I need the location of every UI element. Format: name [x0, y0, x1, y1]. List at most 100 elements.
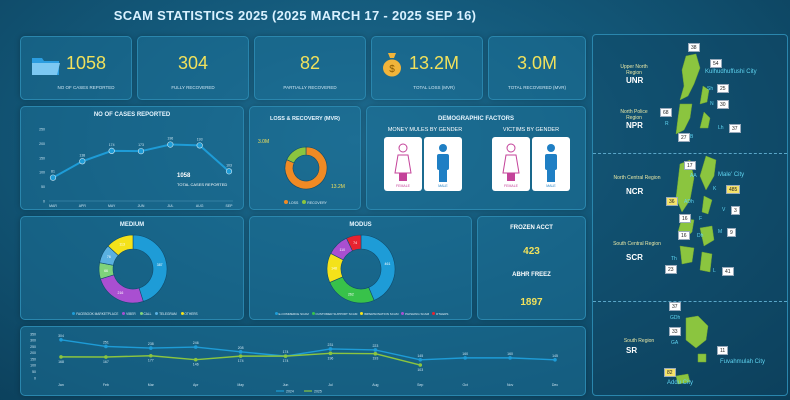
demographic-panel: DEMOGRAPHIC FACTORS MONEY MULES BY GENDE… [366, 106, 586, 210]
legend-label-2024: 2024 [286, 389, 294, 393]
region-label-sr: South Region [623, 338, 655, 344]
data-point [328, 347, 333, 351]
loss-slice [286, 146, 307, 164]
legend-swatch-facebook [72, 312, 76, 315]
legend-label-phishing: PHISHING SCAM [405, 312, 430, 316]
atoll-count-l: 41 [722, 267, 734, 276]
frozen-title: FROZEN ACCT [510, 225, 553, 231]
legend-label-call: CALL [143, 312, 152, 316]
region-code-sr: SR [626, 346, 638, 355]
region-code-scr: SCR [626, 253, 643, 262]
kpi-total-loss: $ 13.2M TOTAL LOSS (MVR) [371, 36, 483, 100]
series-line-2024 [60, 339, 556, 361]
legend-label-support: CUSTOMER SUPPORT SCAM [315, 312, 358, 316]
legend-swatch-call [139, 312, 143, 315]
gender-label: MALE [546, 184, 556, 188]
data-point [238, 350, 243, 354]
atoll-count-gdh: 37 [669, 302, 681, 311]
kpi-total-recovered: 3.0M TOTAL RECOVERED (MVR) [488, 36, 586, 100]
atoll-count-gn: 11 [717, 346, 729, 355]
kpi-cases-reported: 1058 NO OF CASES REPORTED [20, 36, 132, 100]
atoll-name-k: K [713, 186, 717, 192]
data-label: 196 [167, 137, 173, 141]
data-label: 174 [109, 143, 115, 147]
region-label-npr: North Police Region [620, 109, 648, 121]
y-tick-label: 250 [39, 128, 45, 132]
y-tick-label: 0 [43, 200, 45, 204]
data-label: 174 [238, 359, 244, 363]
data-point [137, 148, 145, 155]
data-point [104, 355, 108, 359]
atoll-name-n: N [710, 101, 714, 107]
atoll-count-aa: 17 [684, 161, 696, 170]
legend-label-others: OTHERS [184, 312, 198, 316]
page-title: SCAM STATISTICS 2025 (2025 MARCH 17 - 20… [113, 8, 477, 23]
atoll-name-r: R [665, 121, 669, 127]
modus-panel: MODUS 461 262 148 110 74 E-COMMERCE SCAM CUS… [249, 216, 472, 320]
kpi-label: PARTIALLY RECOVERED [283, 85, 337, 90]
atoll-count-v: 3 [731, 206, 740, 215]
atoll-name-th: Th [671, 256, 677, 262]
data-point [49, 174, 57, 181]
data-point [418, 357, 423, 362]
atoll-name-b: B [690, 134, 694, 140]
folder-icon [32, 58, 60, 75]
atoll-name-dh: Dh [697, 233, 704, 239]
kpi-value: 3.0M [516, 53, 558, 73]
island-shape [699, 85, 710, 105]
legend-swatch-viber [122, 312, 126, 315]
legend-swatch-phishing [401, 312, 405, 315]
y-tick-label: 150 [39, 156, 45, 160]
gender-figures: FEMALE MALE FEMALE MALE [394, 143, 557, 188]
medium-panel: MEDIUM 387 216 66 76 113 FACEBOOK MARKETPLAC… [20, 216, 244, 320]
x-tick-label: Nov [507, 383, 513, 387]
cases-total-label: TOTAL CASES REPORTED [177, 182, 228, 187]
kpi-label: TOTAL LOSS (MVR) [413, 85, 455, 90]
recovery-legend-label: RECOVERY [307, 201, 327, 205]
data-point [463, 356, 467, 360]
legend-swatch-ecommerce [274, 312, 278, 315]
data-label: 160 [507, 352, 513, 356]
legend-label-ecommerce: E-COMMERCE SCAM [278, 312, 309, 316]
data-label: 238 [148, 342, 154, 346]
city-male: Male' City [718, 172, 745, 178]
female-body [502, 154, 520, 174]
data-label: 223 [372, 344, 378, 348]
data-point [193, 357, 198, 362]
data-point [167, 141, 174, 148]
city-addu: Addu City [667, 380, 694, 386]
panel-title: MEDIUM [119, 222, 145, 228]
data-label: 103 [226, 163, 232, 167]
modus-donut-chart: 461 262 148 110 74 [326, 234, 396, 304]
medium-legend: FACEBOOK MARKETPLACE VIBER CALL TELEGRAM… [35, 312, 235, 316]
cases-total-value: 1058 [177, 173, 191, 179]
male-body [437, 154, 449, 170]
female-legs-fill [507, 173, 515, 181]
cases-line-chart: 0 50 100 150 200 250 81 MAR 138 APR 174 MAY 173 JUN 19… [39, 128, 233, 209]
atoll-name-v: V [722, 207, 726, 213]
x-tick-label: MAY [108, 204, 116, 208]
male-legs [439, 170, 447, 182]
victims-female-card [492, 137, 530, 191]
x-tick-label: APR [79, 204, 87, 208]
modus-slice-label: 74 [353, 241, 357, 245]
data-label: 251 [103, 340, 109, 344]
data-point [373, 351, 378, 356]
island-shape [699, 155, 717, 191]
y-tick-label: 150 [30, 357, 36, 361]
loss-slice [284, 146, 328, 190]
victims-female-figure: FEMALE [502, 143, 520, 188]
atoll-count-n: 30 [717, 100, 729, 109]
modus-slice [360, 234, 396, 301]
kpi-value: 82 [299, 53, 321, 73]
x-tick-label: Jul [328, 383, 333, 387]
legend-label-facebook: FACEBOOK MARKETPLACE [76, 312, 119, 316]
loss-value: 13.2M [331, 184, 345, 190]
panel-title: DEMOGRAPHIC FACTORS [438, 116, 514, 122]
legend-swatch-others [432, 312, 436, 315]
atoll-count-r: 68 [660, 108, 672, 117]
island-shape [675, 103, 693, 135]
data-label: 304 [58, 334, 64, 338]
atoll-name-adh: ADh [684, 199, 694, 205]
y-tick-label: 50 [32, 370, 36, 374]
